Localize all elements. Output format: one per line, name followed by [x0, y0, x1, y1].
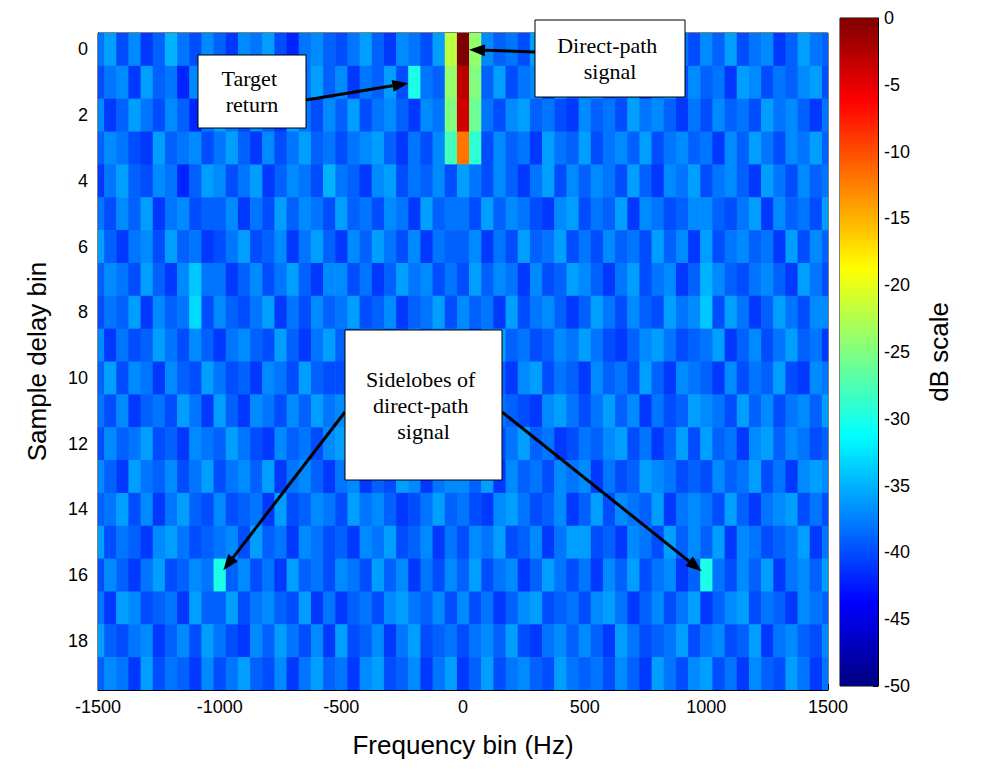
svg-text:Sidelobes of: Sidelobes of [366, 367, 481, 392]
svg-text:10: 10 [68, 368, 88, 388]
svg-text:-15: -15 [884, 208, 910, 228]
svg-text:1000: 1000 [686, 697, 726, 717]
svg-text:0: 0 [78, 39, 88, 59]
svg-text:Direct-path: Direct-path [557, 33, 663, 58]
svg-text:signal: signal [397, 419, 450, 444]
svg-text:signal: signal [584, 59, 637, 84]
svg-text:12: 12 [68, 434, 88, 454]
svg-text:direct-path: direct-path [373, 393, 474, 418]
svg-text:-35: -35 [884, 476, 910, 496]
svg-text:0: 0 [458, 697, 468, 717]
svg-text:-10: -10 [884, 142, 910, 162]
svg-text:-30: -30 [884, 409, 910, 429]
svg-text:Sample delay bin: Sample delay bin [22, 262, 52, 461]
svg-text:18: 18 [68, 631, 88, 651]
svg-text:-1500: -1500 [75, 697, 121, 717]
svg-text:16: 16 [68, 565, 88, 585]
svg-text:0: 0 [884, 8, 894, 28]
svg-text:2: 2 [78, 105, 88, 125]
svg-text:-50: -50 [884, 676, 910, 696]
svg-text:Target: Target [222, 66, 283, 91]
svg-text:-5: -5 [884, 75, 900, 95]
svg-text:-500: -500 [323, 697, 359, 717]
svg-text:return: return [226, 92, 279, 117]
svg-text:Frequency bin (Hz): Frequency bin (Hz) [352, 730, 573, 760]
svg-text:8: 8 [78, 302, 88, 322]
svg-text:-25: -25 [884, 342, 910, 362]
svg-text:500: 500 [570, 697, 600, 717]
svg-text:1500: 1500 [808, 697, 848, 717]
svg-text:14: 14 [68, 499, 88, 519]
svg-text:dB scale: dB scale [924, 302, 954, 402]
svg-text:-45: -45 [884, 609, 910, 629]
svg-text:4: 4 [78, 171, 88, 191]
svg-text:-1000: -1000 [197, 697, 243, 717]
svg-text:-40: -40 [884, 542, 910, 562]
svg-text:-20: -20 [884, 275, 910, 295]
svg-text:6: 6 [78, 237, 88, 257]
